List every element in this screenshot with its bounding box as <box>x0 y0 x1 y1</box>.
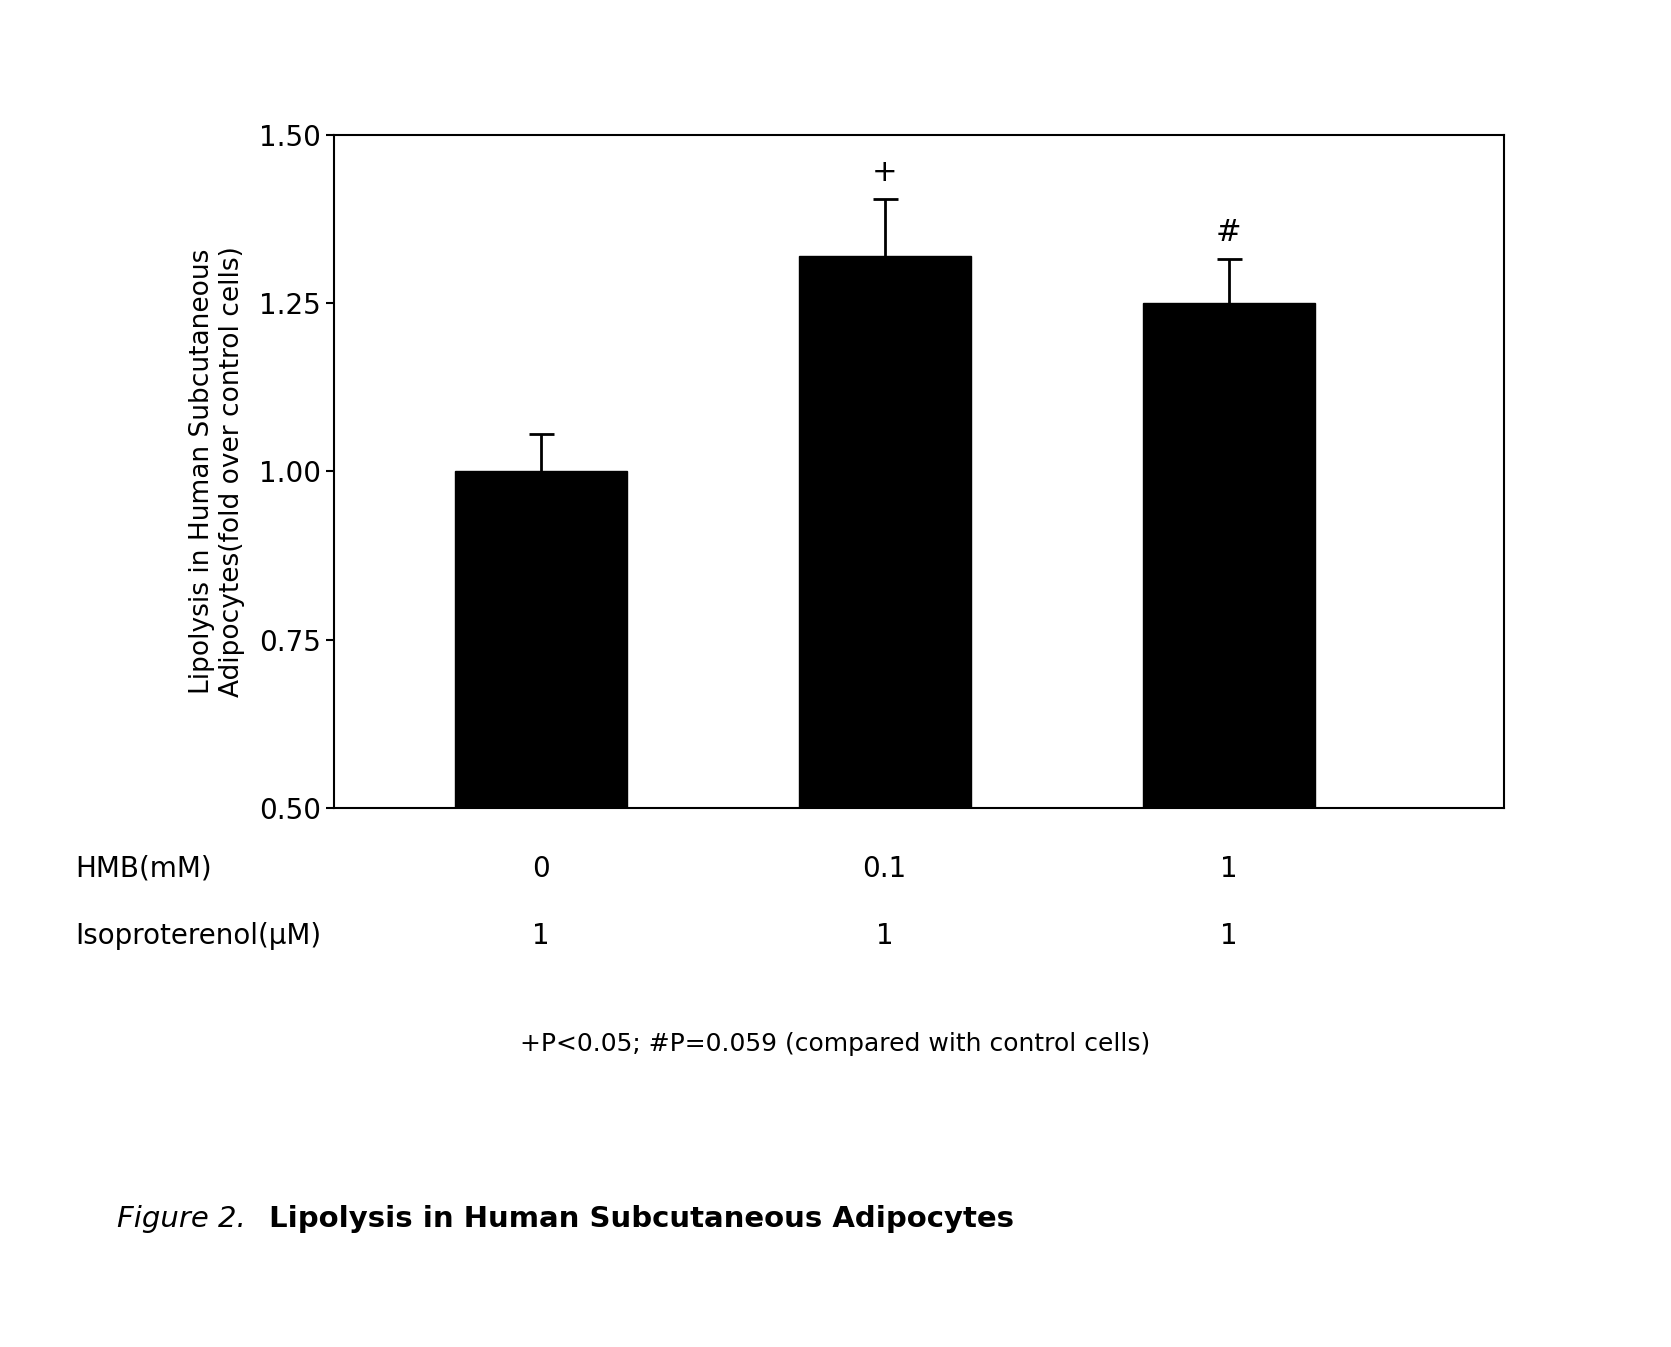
Text: +P<0.05; #P=0.059 (compared with control cells): +P<0.05; #P=0.059 (compared with control… <box>520 1032 1151 1056</box>
Text: 0: 0 <box>531 855 550 882</box>
Bar <box>799 256 971 808</box>
Y-axis label: Lipolysis in Human Subcutaneous
Adipocytes(fold over control cells): Lipolysis in Human Subcutaneous Adipocyt… <box>189 247 246 696</box>
Text: Figure 2.: Figure 2. <box>117 1206 246 1233</box>
Text: #: # <box>1216 218 1242 248</box>
Text: 1: 1 <box>1220 855 1238 882</box>
Text: 1: 1 <box>876 923 894 950</box>
Text: 1: 1 <box>531 923 550 950</box>
Text: 1: 1 <box>1220 923 1238 950</box>
Bar <box>1143 303 1315 808</box>
Text: Lipolysis in Human Subcutaneous Adipocytes: Lipolysis in Human Subcutaneous Adipocyt… <box>259 1206 1014 1233</box>
Text: Isoproterenol(μM): Isoproterenol(μM) <box>75 923 321 950</box>
Text: HMB(mM): HMB(mM) <box>75 855 212 882</box>
Text: 0.1: 0.1 <box>862 855 907 882</box>
Text: +: + <box>872 158 897 187</box>
Bar <box>455 471 627 808</box>
